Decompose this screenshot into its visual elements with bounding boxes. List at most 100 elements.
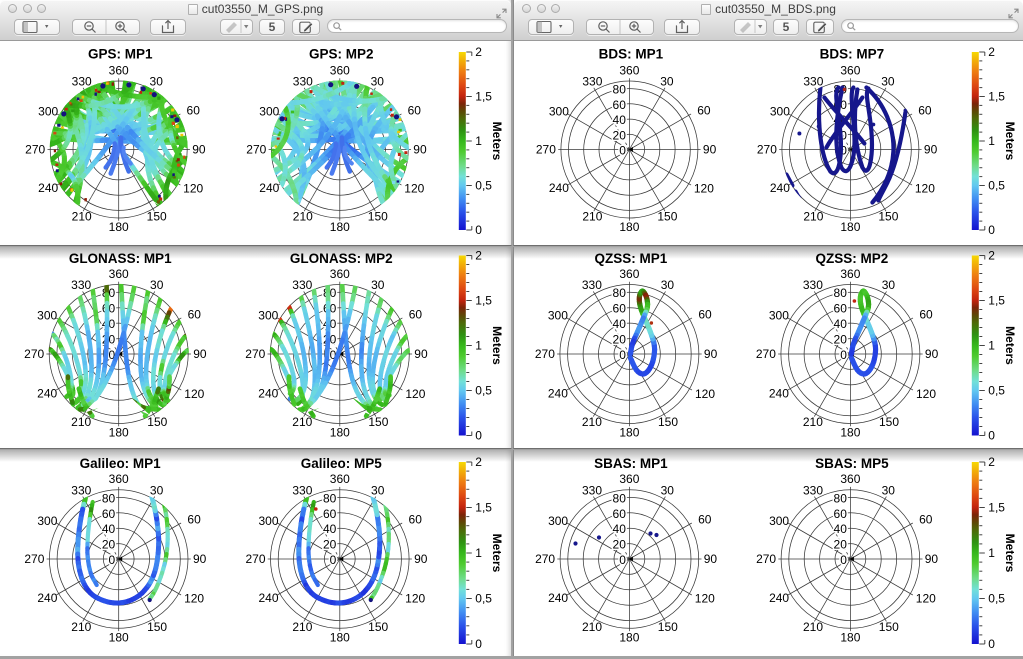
svg-text:300: 300 — [769, 514, 789, 528]
svg-text:30: 30 — [150, 483, 164, 497]
svg-text:90: 90 — [925, 552, 939, 566]
svg-text:240: 240 — [548, 386, 568, 400]
svg-text:150: 150 — [368, 415, 388, 429]
svg-text:40: 40 — [323, 522, 337, 536]
svg-text:1: 1 — [988, 546, 995, 560]
svg-text:80: 80 — [613, 491, 627, 505]
svg-text:90: 90 — [193, 347, 207, 361]
svg-text:300: 300 — [548, 309, 568, 323]
svg-text:360: 360 — [109, 472, 129, 486]
svg-text:20: 20 — [613, 538, 627, 552]
svg-text:360: 360 — [109, 64, 129, 78]
svg-text:210: 210 — [72, 210, 92, 224]
svg-text:1: 1 — [475, 339, 482, 353]
svg-text:1,5: 1,5 — [988, 294, 1005, 308]
svg-text:90: 90 — [413, 143, 427, 157]
svg-text:120: 120 — [916, 387, 936, 401]
svg-text:300: 300 — [549, 105, 569, 119]
svg-text:180: 180 — [619, 630, 639, 644]
svg-text:120: 120 — [405, 387, 425, 401]
svg-text:210: 210 — [71, 620, 91, 634]
svg-text:90: 90 — [924, 143, 938, 157]
svg-text:240: 240 — [548, 591, 568, 605]
svg-text:180: 180 — [109, 220, 129, 234]
svg-text:BDS: MP7: BDS: MP7 — [820, 47, 885, 62]
svg-text:0: 0 — [109, 348, 116, 362]
svg-text:270: 270 — [24, 347, 44, 361]
svg-text:210: 210 — [803, 210, 823, 224]
svg-text:30: 30 — [371, 278, 385, 292]
svg-text:180: 180 — [330, 220, 350, 234]
svg-text:360: 360 — [619, 472, 639, 486]
svg-text:1: 1 — [988, 339, 995, 353]
svg-text:360: 360 — [619, 64, 639, 78]
svg-text:40: 40 — [834, 317, 848, 331]
svg-text:0: 0 — [988, 223, 995, 237]
svg-text:360: 360 — [330, 472, 350, 486]
svg-text:150: 150 — [879, 415, 899, 429]
svg-text:90: 90 — [193, 552, 207, 566]
svg-text:30: 30 — [882, 483, 896, 497]
svg-text:20: 20 — [834, 333, 848, 347]
svg-text:90: 90 — [925, 347, 939, 361]
svg-text:210: 210 — [803, 620, 823, 634]
svg-text:330: 330 — [803, 483, 823, 497]
svg-text:60: 60 — [834, 507, 848, 521]
svg-text:60: 60 — [409, 513, 423, 527]
svg-text:120: 120 — [694, 182, 714, 196]
svg-text:80: 80 — [834, 286, 848, 300]
svg-text:60: 60 — [408, 104, 422, 118]
svg-text:210: 210 — [293, 210, 313, 224]
svg-text:360: 360 — [109, 267, 129, 281]
svg-text:60: 60 — [698, 308, 712, 322]
svg-text:1: 1 — [988, 134, 995, 148]
svg-text:30: 30 — [881, 75, 895, 89]
svg-text:90: 90 — [414, 347, 428, 361]
svg-text:2: 2 — [475, 45, 482, 59]
svg-text:60: 60 — [187, 104, 201, 118]
svg-text:300: 300 — [38, 105, 58, 119]
svg-text:300: 300 — [37, 309, 57, 323]
svg-text:Galileo: MP1: Galileo: MP1 — [80, 456, 162, 471]
svg-text:Meters: Meters — [490, 534, 504, 573]
svg-text:1: 1 — [475, 546, 482, 560]
svg-text:330: 330 — [582, 75, 602, 89]
svg-text:270: 270 — [24, 552, 44, 566]
svg-text:270: 270 — [536, 143, 556, 157]
svg-text:2: 2 — [988, 455, 995, 469]
svg-text:SBAS: MP1: SBAS: MP1 — [594, 456, 668, 471]
svg-text:80: 80 — [613, 286, 627, 300]
svg-text:150: 150 — [368, 210, 388, 224]
svg-text:150: 150 — [657, 210, 677, 224]
svg-text:240: 240 — [770, 181, 790, 195]
svg-text:240: 240 — [37, 591, 57, 605]
svg-text:330: 330 — [71, 278, 91, 292]
svg-text:360: 360 — [840, 472, 860, 486]
svg-text:0: 0 — [988, 637, 995, 651]
svg-text:0: 0 — [330, 553, 337, 567]
svg-text:2: 2 — [475, 455, 482, 469]
svg-text:240: 240 — [258, 386, 278, 400]
svg-text:300: 300 — [258, 309, 278, 323]
svg-text:120: 120 — [404, 182, 424, 196]
svg-text:120: 120 — [405, 592, 425, 606]
svg-text:Meters: Meters — [1003, 326, 1017, 365]
svg-text:0,5: 0,5 — [988, 179, 1005, 193]
svg-text:60: 60 — [918, 104, 932, 118]
svg-text:20: 20 — [834, 538, 848, 552]
svg-text:240: 240 — [38, 181, 58, 195]
svg-text:30: 30 — [150, 278, 164, 292]
svg-text:360: 360 — [840, 64, 860, 78]
svg-text:270: 270 — [25, 143, 45, 157]
svg-text:0,5: 0,5 — [475, 384, 492, 398]
svg-text:Meters: Meters — [490, 122, 504, 161]
svg-text:0: 0 — [840, 348, 847, 362]
svg-text:90: 90 — [704, 552, 718, 566]
svg-text:40: 40 — [102, 522, 116, 536]
svg-text:60: 60 — [187, 513, 201, 527]
svg-text:150: 150 — [147, 415, 167, 429]
svg-text:20: 20 — [323, 538, 337, 552]
svg-text:330: 330 — [292, 483, 312, 497]
svg-text:300: 300 — [548, 514, 568, 528]
svg-text:GPS: MP2: GPS: MP2 — [309, 47, 374, 62]
